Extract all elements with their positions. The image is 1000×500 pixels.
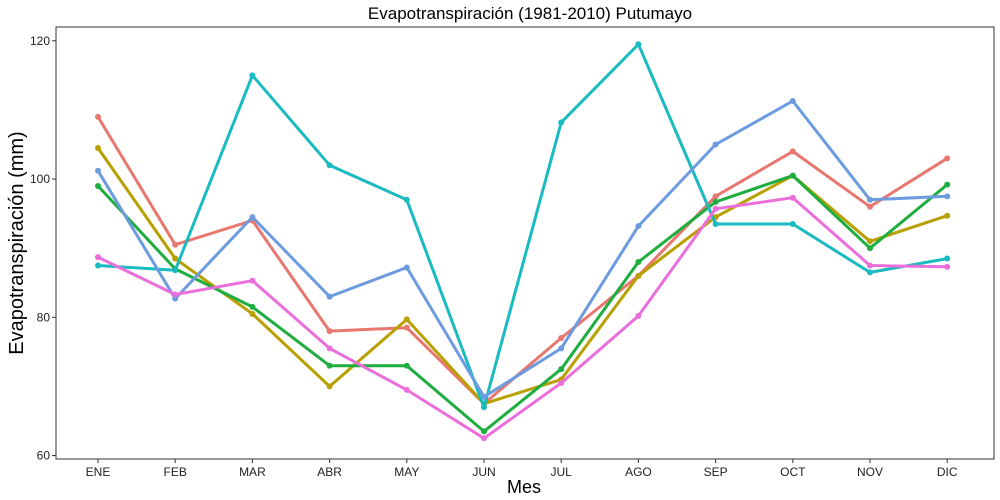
y-tick-label: 60 xyxy=(37,449,51,463)
data-point xyxy=(635,41,642,48)
x-tick-label: ABR xyxy=(317,465,342,479)
data-point xyxy=(481,428,487,435)
data-point xyxy=(326,383,333,390)
data-point xyxy=(867,203,873,210)
x-tick-label: MAY xyxy=(394,465,419,479)
data-point xyxy=(712,205,719,212)
x-tick-label: JUN xyxy=(472,465,495,479)
data-point xyxy=(867,245,873,252)
data-point xyxy=(558,366,565,373)
data-point xyxy=(558,335,565,342)
data-point xyxy=(944,255,951,262)
data-point xyxy=(95,262,101,269)
series-4 xyxy=(95,41,951,411)
data-point xyxy=(712,220,719,227)
x-tick-label: MAR xyxy=(239,465,266,479)
data-point xyxy=(944,155,951,162)
x-tick-label: SEP xyxy=(704,465,728,479)
data-point xyxy=(172,241,179,248)
series-layer xyxy=(95,41,951,442)
data-point xyxy=(944,263,951,270)
data-point xyxy=(789,97,796,104)
x-axis: ENE FEB MAR ABR MAY JUN JUL AGO SEP OCT NOV DIC xyxy=(86,459,958,479)
data-point xyxy=(403,324,410,331)
data-point xyxy=(481,435,487,442)
data-point xyxy=(172,255,179,262)
data-point xyxy=(95,254,101,261)
series-3 xyxy=(95,172,951,435)
x-tick-label: FEB xyxy=(164,465,187,479)
data-point xyxy=(635,223,642,230)
data-point xyxy=(326,328,333,335)
data-point xyxy=(558,119,565,126)
data-point xyxy=(635,259,642,266)
y-tick-label: 100 xyxy=(30,172,50,186)
data-point xyxy=(172,267,179,274)
data-point xyxy=(789,148,796,155)
data-point xyxy=(789,220,796,227)
data-point xyxy=(558,345,565,352)
data-point xyxy=(249,214,256,221)
data-point xyxy=(944,181,951,188)
series-line xyxy=(96,146,949,406)
data-point xyxy=(867,238,873,245)
data-point xyxy=(481,404,487,411)
x-tick-label: OCT xyxy=(780,465,806,479)
data-point xyxy=(95,113,101,120)
y-axis-title: Evapotranspiración (mm) xyxy=(6,131,28,354)
data-point xyxy=(249,310,256,317)
data-point xyxy=(403,196,410,203)
data-point xyxy=(635,312,642,319)
data-point xyxy=(95,182,101,189)
series-2 xyxy=(95,144,951,407)
x-tick-label: JUL xyxy=(551,465,573,479)
data-point xyxy=(403,362,410,369)
data-point xyxy=(95,167,101,174)
data-point xyxy=(95,144,101,151)
data-point xyxy=(481,393,487,400)
plot-panel-border xyxy=(55,26,995,460)
data-point xyxy=(789,194,796,201)
data-point xyxy=(249,72,256,79)
data-point xyxy=(172,291,179,298)
y-tick-label: 80 xyxy=(37,310,51,324)
data-point xyxy=(326,345,333,352)
data-point xyxy=(635,272,642,279)
data-point xyxy=(712,198,719,205)
data-point xyxy=(326,362,333,369)
x-tick-label: ENE xyxy=(86,465,111,479)
data-point xyxy=(712,141,719,148)
data-point xyxy=(867,262,873,269)
data-point xyxy=(867,196,873,203)
chart-title: Evapotranspiración (1981-2010) Putumayo xyxy=(368,4,692,23)
series-line xyxy=(96,42,949,409)
x-axis-title: Mes xyxy=(507,477,541,497)
data-point xyxy=(867,269,873,276)
data-point xyxy=(249,303,256,310)
data-point xyxy=(403,316,410,323)
data-point xyxy=(403,264,410,271)
series-5 xyxy=(95,97,951,400)
series-line xyxy=(96,196,949,440)
data-point xyxy=(326,293,333,300)
data-point xyxy=(326,162,333,169)
data-point xyxy=(789,172,796,179)
x-tick-label: DIC xyxy=(937,465,958,479)
y-tick-label: 120 xyxy=(30,34,50,48)
data-point xyxy=(712,193,719,200)
x-tick-label: NOV xyxy=(857,465,883,479)
series-line xyxy=(96,174,949,433)
x-tick-label: AGO xyxy=(625,465,652,479)
y-axis: 60 80 100 120 xyxy=(30,34,56,463)
data-point xyxy=(558,379,565,386)
data-point xyxy=(403,386,410,393)
series-6 xyxy=(95,194,951,442)
data-point xyxy=(172,295,179,302)
data-point xyxy=(944,193,951,200)
data-point xyxy=(944,212,951,219)
series-line xyxy=(96,99,949,399)
data-point xyxy=(249,277,256,284)
